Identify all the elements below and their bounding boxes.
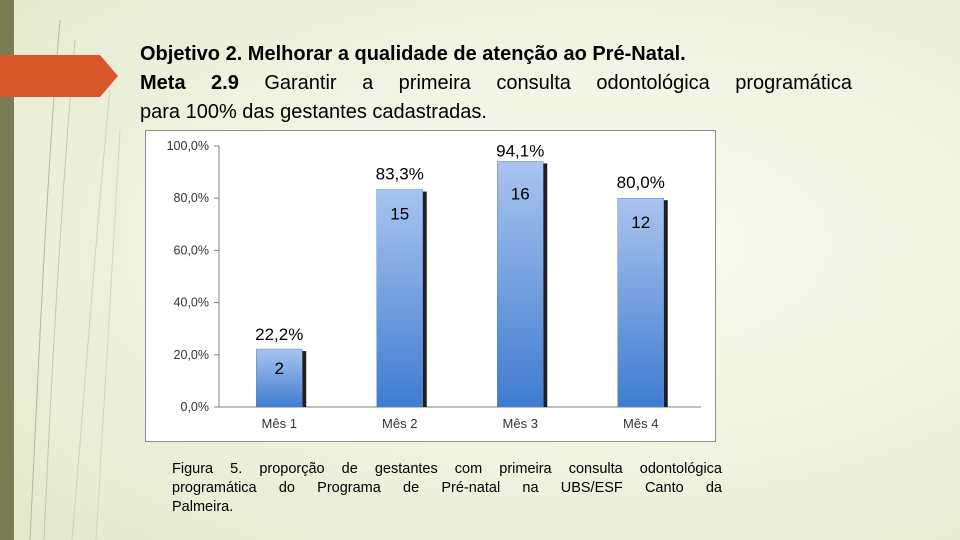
slide-title: Objetivo 2. Melhorar a qualidade de aten… (140, 40, 852, 127)
count-label: 16 (511, 184, 530, 203)
x-tick-label: Mês 3 (503, 416, 538, 431)
accent-arrow-shape (0, 55, 118, 97)
y-tick-label: 60,0% (174, 243, 209, 257)
value-label: 94,1% (496, 141, 544, 160)
chart-container: 0,0% 20,0% 40,0% 60,0% 80,0% 100,0% Mês 1 22,2… (145, 130, 716, 442)
y-tick-label: 80,0% (174, 191, 209, 205)
caption-line-3: Palmeira. (172, 499, 234, 515)
meta-text-continued: para 100% das gestantes cadastradas. (140, 101, 487, 123)
objective-title: Objetivo 2. Melhorar a qualidade de aten… (140, 43, 686, 65)
meta-line: Meta 2.9 Garantir a primeira consulta od… (140, 69, 852, 98)
caption-line-2: programática do Programa de Pré-natal na… (172, 480, 722, 496)
bar-chart: 0,0% 20,0% 40,0% 60,0% 80,0% 100,0% Mês 1 22,2… (167, 139, 701, 431)
y-tick-label: 40,0% (174, 296, 209, 310)
bar-1 (256, 348, 303, 408)
meta-text: Garantir a primeira consulta odontológic… (238, 72, 852, 94)
bar-4 (617, 197, 664, 408)
value-label: 83,3% (376, 165, 424, 184)
figure-caption: Figura 5. proporção de gestantes com pri… (172, 460, 722, 517)
count-label: 2 (275, 359, 284, 378)
caption-line-1: Figura 5. proporção de gestantes com pri… (172, 461, 722, 477)
count-label: 15 (390, 205, 409, 224)
value-label: 22,2% (255, 325, 303, 344)
bar-2 (376, 189, 423, 408)
y-tick-label: 0,0% (181, 400, 210, 414)
side-stripe (0, 0, 14, 540)
value-label: 80,0% (617, 173, 665, 192)
y-tick-label: 100,0% (167, 139, 209, 153)
meta-label: Meta 2.9 (140, 72, 239, 94)
count-label: 12 (631, 213, 650, 232)
bar-3 (497, 161, 544, 408)
x-tick-label: Mês 2 (382, 416, 417, 431)
y-tick-label: 20,0% (174, 348, 209, 362)
x-tick-label: Mês 1 (262, 416, 297, 431)
x-tick-label: Mês 4 (623, 416, 658, 431)
